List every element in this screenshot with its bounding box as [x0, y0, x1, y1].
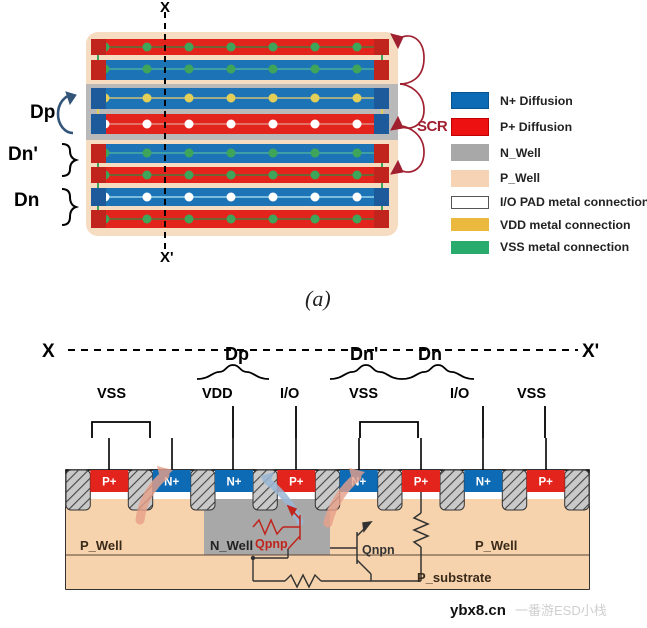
svg-text:P+: P+	[102, 477, 117, 489]
svg-text:Dn: Dn	[14, 190, 39, 211]
svg-text:N+: N+	[226, 477, 241, 489]
svg-text:Qpnp: Qpnp	[255, 537, 288, 551]
svg-text:一番游ESD小栈: 一番游ESD小栈	[515, 603, 607, 618]
svg-text:N_Well: N_Well	[210, 538, 253, 553]
svg-text:Dn': Dn'	[8, 144, 38, 165]
svg-text:X: X	[160, 0, 170, 16]
svg-text:P_Well: P_Well	[475, 538, 517, 553]
svg-text:Dp: Dp	[225, 344, 249, 364]
svg-text:VDD: VDD	[202, 386, 233, 402]
svg-text:P+: P+	[414, 477, 429, 489]
svg-text:VSS: VSS	[517, 386, 546, 402]
svg-text:P_substrate: P_substrate	[417, 570, 491, 585]
svg-text:N+: N+	[476, 477, 491, 489]
svg-text:VSS: VSS	[349, 386, 378, 402]
svg-text:I/O: I/O	[450, 386, 469, 402]
svg-text:P+: P+	[539, 477, 554, 489]
svg-text:P_Well: P_Well	[80, 538, 122, 553]
svg-text:Qnpn: Qnpn	[362, 543, 395, 557]
svg-text:X': X'	[160, 249, 174, 266]
svg-text:Dn: Dn	[418, 344, 442, 364]
svg-text:VSS: VSS	[97, 386, 126, 402]
svg-text:X: X	[42, 341, 55, 362]
svg-text:ybx8.cn: ybx8.cn	[450, 602, 506, 619]
svg-text:X': X'	[582, 341, 599, 362]
svg-text:Dn': Dn'	[350, 344, 378, 364]
svg-text:I/O: I/O	[280, 386, 299, 402]
svg-text:Dp: Dp	[30, 102, 55, 123]
svg-text:P+: P+	[289, 477, 304, 489]
